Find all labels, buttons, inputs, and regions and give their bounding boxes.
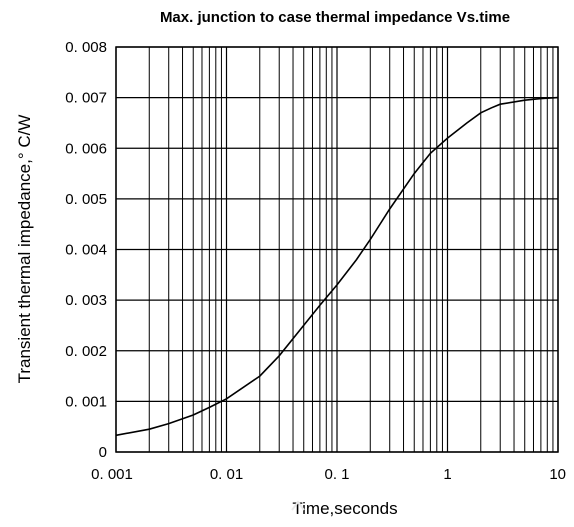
y-tick-label: 0: [99, 444, 107, 461]
series-line: [115, 96, 559, 437]
x-tick-label: 1: [443, 466, 451, 483]
y-tick-label: 0. 002: [65, 343, 107, 360]
y-tick-label: 0. 004: [65, 242, 107, 259]
x-tick-label: 0. 1: [324, 466, 349, 483]
x-tick-labels: 0. 001 0. 01 0. 1 1 10: [91, 466, 566, 483]
y-tick-label: 0. 007: [65, 90, 107, 107]
x-tick-label: 0. 01: [210, 466, 243, 483]
y-axis-label: Transient thermal impedance,° C/W: [15, 115, 34, 384]
y-tick-label: 0. 003: [65, 292, 107, 309]
x-tick-label: 0. 001: [91, 466, 133, 483]
chart-title: Max. junction to case thermal impedance …: [160, 9, 510, 26]
watermark-icon: [291, 500, 305, 511]
y-tick-labels: 0 0. 001 0. 002 0. 003 0. 004 0. 005 0. 006 0. …: [65, 39, 107, 461]
y-tick-label: 0. 005: [65, 191, 107, 208]
plot-frame: [115, 46, 559, 453]
x-axis-label: Time,seconds: [292, 499, 397, 518]
y-tick-label: 0. 008: [65, 39, 107, 56]
y-tick-label: 0. 001: [65, 393, 107, 410]
x-tick-label: 10: [549, 466, 566, 483]
y-tick-label: 0. 006: [65, 140, 107, 157]
